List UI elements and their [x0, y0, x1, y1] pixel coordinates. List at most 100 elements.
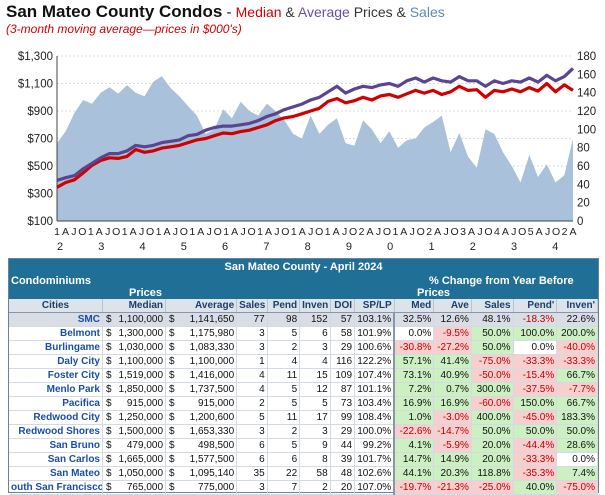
cell-ave: 40.9% [433, 368, 472, 383]
cell-inven-chg: 183.3% [556, 410, 598, 425]
cell-pend: 22 [267, 466, 301, 481]
cell-sales: 2 [236, 396, 268, 411]
title-part-4: Sales [409, 4, 445, 20]
cell-average: $1,653,330 [165, 424, 238, 439]
x-month-tick-label: 1 [223, 226, 229, 238]
cell-ave: -5.9% [433, 438, 472, 453]
x-month-tick-label: 1 [325, 226, 331, 238]
cell-sales-chg: -50.0% [471, 368, 514, 383]
cell-med: -22.6% [393, 424, 435, 439]
x-month-tick-label: A [130, 226, 137, 238]
cell-sales-chg: 50.0% [471, 340, 514, 355]
y-left-tick-label: $300 [27, 189, 53, 201]
x-month-tick-label: J [207, 226, 212, 238]
x-month-tick-label: A [96, 226, 103, 238]
col-inven: Inven [299, 299, 331, 313]
col-median: Median [102, 299, 167, 313]
y-right-tick-label: 20 [577, 198, 590, 210]
cell-city: SMC [9, 312, 103, 327]
title-part-2: Average [297, 4, 350, 20]
y-right-tick-label: 60 [577, 161, 590, 173]
cell-med: 32.5% [393, 312, 435, 327]
x-month-tick-label: J [545, 226, 550, 238]
x-month-tick-label: O [180, 226, 188, 238]
table-row: San Carlos $1,665,000 $1,577,500 6 6 8 39 101.7… [9, 452, 598, 467]
x-year-tick-label: 6 [222, 241, 228, 253]
x-month-tick-label: J [308, 226, 313, 238]
cell-pend-chg: 150.0% [513, 396, 558, 411]
cell-average: $1,175,980 [165, 326, 238, 341]
chart-title: San Mateo County Condos - Median & Avera… [6, 2, 445, 23]
x-month-tick-label: 1 [257, 226, 263, 238]
cell-sales-chg: -60.0% [471, 396, 514, 411]
col-ave-change: Ave [433, 299, 472, 313]
cell-city: San Bruno [9, 438, 103, 453]
cell-doi: 87 [330, 382, 356, 397]
cell-median: $765,000 [102, 480, 167, 495]
x-month-tick-label: J [410, 226, 415, 238]
cell-city: Burlingame [9, 340, 103, 355]
col-sales-change: Sales [471, 299, 514, 313]
cell-sales: 77 [236, 312, 268, 327]
cell-med: 57.1% [393, 354, 435, 369]
cell-inven: 58 [299, 466, 331, 481]
cell-splp: 103.1% [354, 312, 395, 327]
cell-sales: 4 [236, 382, 268, 397]
chart-subtitle: (3-month moving average—prices in $000's… [6, 22, 242, 36]
cell-pend: 7 [267, 480, 301, 495]
x-month-tick-label: J [376, 226, 381, 238]
cell-average: $1,200,600 [165, 410, 238, 425]
x-month-tick-label: J [274, 226, 279, 238]
cell-average: $1,095,140 [165, 466, 238, 481]
y-right-tick-label: 100 [577, 124, 596, 136]
cell-splp: 99.2% [354, 438, 395, 453]
y-right-tick-label: 80 [577, 143, 590, 155]
series-line-median [56, 81, 574, 189]
x-year-tick-label: 4 [139, 241, 145, 253]
cell-sales: 6 [236, 452, 268, 467]
cell-splp: 103.4% [354, 396, 395, 411]
series-line-average [56, 67, 575, 182]
cell-inven: 5 [299, 396, 331, 411]
cell-median: $915,000 [102, 396, 167, 411]
cell-city: San Mateo [9, 466, 103, 481]
cell-sales-chg: 50.0% [471, 424, 514, 439]
cell-inven: 6 [299, 326, 331, 341]
x-month-tick-label: J [443, 226, 448, 238]
cell-med: 14.7% [393, 452, 435, 467]
cell-average: $775,000 [165, 480, 238, 495]
prices-change-group-label: Prices [417, 287, 451, 299]
cell-city: Pacifica [9, 396, 103, 411]
cell-doi: 29 [330, 340, 356, 355]
x-month-tick-label: O [112, 226, 120, 238]
cell-med: 4.1% [393, 438, 435, 453]
col-inven-change: Inven' [556, 299, 598, 313]
title-part-3: Prices & [349, 4, 410, 20]
cell-average: $1,416,000 [165, 368, 238, 383]
y-right-tick-label: 40 [577, 179, 590, 191]
title-part-1: & [281, 4, 298, 20]
cell-sales: 35 [236, 466, 268, 481]
table-row: Redwood Shores $1,500,000 $1,653,330 3 2 3 29 1… [9, 424, 598, 439]
x-year-tick-label: 3 [511, 241, 517, 253]
x-month-tick-label: O [247, 226, 255, 238]
x-month-tick-label: O [518, 226, 526, 238]
cell-ave: -21.3% [433, 480, 472, 495]
x-month-tick-label: O [315, 226, 323, 238]
cell-inven: 8 [299, 452, 331, 467]
cell-inven-chg: 66.7% [556, 396, 598, 411]
cell-average: $1,100,000 [165, 354, 238, 369]
x-month-tick-label: O [349, 226, 357, 238]
cell-inven: 3 [299, 424, 331, 439]
cell-sales-chg: -25.0% [471, 480, 514, 495]
cell-ave: 16.9% [433, 396, 472, 411]
cell-sales: 3 [236, 480, 268, 495]
title-legend-parts: Median & Average Prices & Sales [236, 4, 445, 21]
cell-pend-chg: -45.0% [513, 410, 558, 425]
x-month-tick-label: 3 [460, 226, 466, 238]
cell-ave: 0.7% [433, 382, 472, 397]
x-month-tick-label: O [552, 226, 560, 238]
x-month-tick-label: A [62, 226, 69, 238]
y-right-tick-label: 180 [577, 51, 596, 63]
cell-doi: 99 [330, 410, 356, 425]
